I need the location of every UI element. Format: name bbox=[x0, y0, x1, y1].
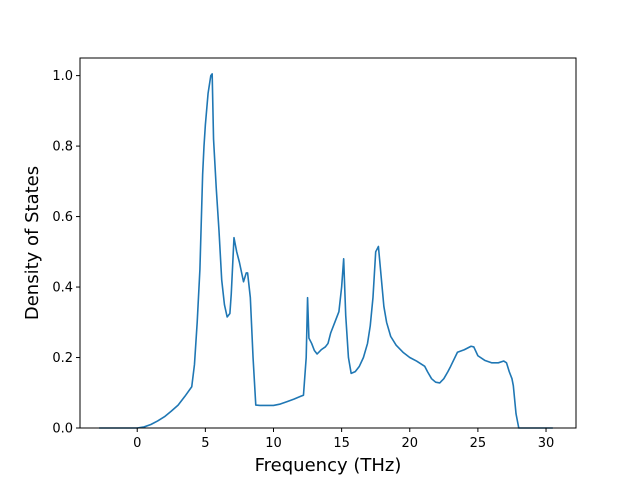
series-layer bbox=[99, 73, 553, 429]
x-tick-label: 25 bbox=[470, 436, 487, 451]
x-axis-ticks: 0 5 10 15 20 25 30 bbox=[133, 428, 554, 451]
x-tick-label: 20 bbox=[401, 436, 418, 451]
y-tick-label: 0.6 bbox=[52, 210, 73, 225]
y-tick-label: 0.2 bbox=[52, 351, 73, 366]
x-tick-label: 15 bbox=[333, 436, 350, 451]
x-tick-label: 5 bbox=[201, 436, 209, 451]
y-axis-label: Density of States bbox=[22, 166, 43, 320]
plot-frame bbox=[79, 57, 577, 429]
plot-area bbox=[80, 58, 576, 428]
x-tick-label: 10 bbox=[265, 436, 282, 451]
y-tick-label: 0.0 bbox=[52, 422, 73, 437]
y-axis-ticks: 0.0 0.2 0.4 0.6 0.8 1.0 bbox=[52, 69, 80, 437]
x-axis-label: Frequency (THz) bbox=[255, 455, 402, 476]
x-tick-label: 30 bbox=[538, 436, 555, 451]
series-line-0 bbox=[99, 73, 553, 429]
y-tick-label: 0.4 bbox=[52, 281, 73, 296]
x-tick-label: 0 bbox=[133, 436, 141, 451]
y-tick-label: 0.8 bbox=[52, 140, 73, 155]
y-tick-label: 1.0 bbox=[52, 69, 73, 84]
